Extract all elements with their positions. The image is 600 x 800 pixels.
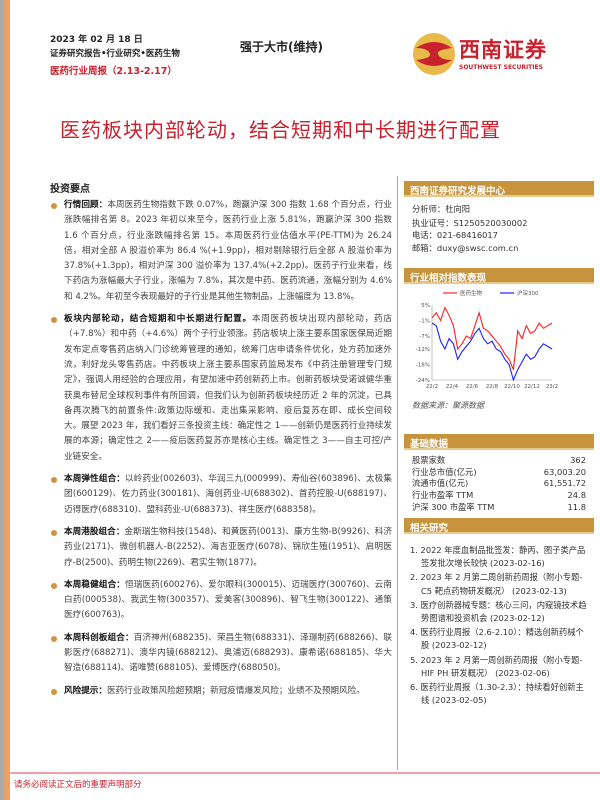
key-point-title: 本周弹性组合： <box>64 474 126 485</box>
related-research-item[interactable]: 5. 2023 年 2 月第一周创新药周报（附小专题-HIF PH 研发概况） … <box>410 654 583 678</box>
left-accent-strip <box>4 0 10 800</box>
legend-label: 医药生物 <box>460 289 483 297</box>
left-edge-strip <box>0 0 4 800</box>
basic-data-table: 股票家数 362 行业总市值(亿元) 63,003.20 流通市值(亿元) 61,551.… <box>412 455 586 514</box>
basic-data-value: 63,003.20 <box>543 466 586 477</box>
chart-header: 行业相对指数表现 <box>404 268 594 284</box>
basic-data-value: 24.8 <box>567 490 586 501</box>
basic-data-row: 行业总市值(亿元) 63,003.20 <box>412 467 586 479</box>
y-tick-label: -12% <box>416 347 430 353</box>
basic-data-value: 61,551.72 <box>543 478 586 489</box>
analyst-name: 分析师：杜向阳 <box>412 204 471 214</box>
x-tick-label: 22/12 <box>524 384 540 390</box>
y-tick-label: -7% <box>419 334 430 340</box>
logo-text-cn: 西南证券 <box>459 37 547 62</box>
key-point: 本周港股组合：金斯瑞生物科技(1548)、和黄医药(0013)、康方生物-B(9… <box>48 525 392 571</box>
key-point: 板块内部轮动，结合短期和中长期进行配置。本周医药板块出现内部轮动，药店（+7.8… <box>48 312 392 465</box>
basic-data-row: 流通市值(亿元) 61,551.72 <box>412 478 586 490</box>
basic-data-row: 股票家数 362 <box>412 455 586 467</box>
related-research-item[interactable]: 2. 2023 年 2 月第二周创新药周报（附小专题-C5 靶点药物研发概况） … <box>410 572 583 596</box>
basic-data-row: 行业市盈率 TTM 24.8 <box>412 490 586 502</box>
key-points: 行情回顾：本周医药生物指数下跌 0.07%，跑赢沪深 300 指数 1.68 个… <box>48 198 392 706</box>
key-point-text: 本周医药板块出现内部轮动，药店（+7.8%）和中药（+4.6%）两个子行业领涨。… <box>64 314 392 462</box>
x-tick-label: 22/8 <box>486 384 499 390</box>
footer-disclaimer: 请务必阅读正文后的重要声明部分 <box>14 780 142 790</box>
key-point-text: 金斯瑞生物科技(1548)、和黄医药(0013)、康方生物-B(9926)、科济… <box>64 526 392 568</box>
report-date: 2023 年 02 月 18 日 <box>50 35 143 45</box>
series-line <box>431 322 553 382</box>
phone: 电话：021-68416017 <box>412 230 498 240</box>
x-tick-label: 23/2 <box>546 384 558 390</box>
y-tick-label: -24% <box>416 378 430 384</box>
key-point: 本周弹性组合：以岭药业(002603)、华润三九(000999)、寿仙谷(603… <box>48 472 392 518</box>
basic-data-key: 股票家数 <box>412 455 446 465</box>
basic-data-key: 行业市盈率 TTM <box>412 490 474 501</box>
basic-data-key: 流通市值(亿元) <box>412 478 469 489</box>
related-research-header: 相关研究 <box>404 518 594 534</box>
report-category: 证券研究报告•行业研究•医药生物 <box>50 49 180 59</box>
series-line <box>431 306 553 370</box>
key-point-text: 恒瑞医药(600276)、爱尔眼科(300015)、迈瑞医疗(300760)、云… <box>64 579 392 621</box>
license-number: 执业证号：S1250520030002 <box>412 217 528 228</box>
x-tick-label: 22/2 <box>426 384 438 390</box>
related-research-item[interactable]: 1. 2022 年度血制品批签发：静丙、图子类产品签发批次增长较快 (2023-… <box>410 545 586 569</box>
key-point-title: 板块内部轮动，结合短期和中长期进行配置。 <box>64 314 252 325</box>
report-name: 医药行业周报（2.13-2.17） <box>50 66 177 77</box>
key-point-text: 百济神州(688235)、荣昌生物(688331)、泽璟制药(688266)、联… <box>64 632 392 674</box>
basic-data-key: 行业总市值(亿元) <box>412 466 477 477</box>
related-research-item[interactable]: 4. 医药行业周报（2.6-2.10）：精选创新药械个股 (2023-02-12… <box>410 627 584 651</box>
column-divider <box>397 176 398 770</box>
related-research-item[interactable]: 6. 医药行业周报（1.30-2.3）：持续看好创新主线 (2023-02-05… <box>410 682 584 706</box>
company-logo: 西南证券 SOUTHWEST SECURITIES <box>412 28 562 78</box>
key-point: 本周稳健组合：恒瑞医药(600276)、爱尔眼科(300015)、迈瑞医疗(30… <box>48 578 392 624</box>
related-research-list: 1. 2022 年度血制品批签发：静丙、图子类产品签发批次增长较快 (2023-… <box>410 544 590 708</box>
section-title: 投资要点 <box>50 184 90 195</box>
x-tick-label: 22/4 <box>446 384 459 390</box>
relative-index-chart: 5% -1% -7% -12% -18% -24%22/2 22/4 22/6 22/8 22/1… <box>416 289 558 390</box>
footer-divider <box>10 772 600 774</box>
key-point: 风险提示：医药行业政策风险超预期；新冠疫情爆发风险；业绩不及预期风险。 <box>48 684 392 699</box>
chart-source: 数据来源：聚源数据 <box>412 401 484 410</box>
basic-data-row: 沪深 300 市盈率 TTM 11.8 <box>412 502 586 514</box>
basic-data-header: 基础数据 <box>404 434 594 450</box>
basic-data-value: 362 <box>570 455 586 465</box>
key-point-title: 本周港股组合： <box>64 526 125 537</box>
y-tick-label: 5% <box>421 303 430 309</box>
key-point-text: 本周医药生物指数下跌 0.07%，跑赢沪深 300 指数 1.68 个百分点，行… <box>64 200 392 302</box>
research-center-header: 西南证券研究发展中心 <box>404 181 594 197</box>
x-tick-label: 22/10 <box>504 384 520 390</box>
related-research-item[interactable]: 3. 医疗创新器械专题：核心三问，内窥镜技术趋势图谱和投资机会 (2023-02… <box>410 599 587 624</box>
legend-label: 沪深300 <box>517 289 539 297</box>
logo-emblem-icon <box>413 33 455 75</box>
key-point-title: 本周科创板组合： <box>64 632 134 643</box>
key-point-text: 医药行业政策风险超预期；新冠疫情爆发风险；业绩不及预期风险。 <box>106 685 365 696</box>
email[interactable]: 邮箱：duxy@swsc.com.cn <box>412 242 519 253</box>
analyst-info: 分析师：杜向阳 执业证号：S1250520030002 电话：021-68416… <box>412 203 527 254</box>
basic-data-value: 11.8 <box>567 501 586 512</box>
x-tick-label: 22/6 <box>466 384 479 390</box>
basic-data-key: 沪深 300 市盈率 TTM <box>412 501 495 512</box>
key-point-title: 风险提示： <box>64 685 107 696</box>
y-tick-label: -18% <box>416 362 430 368</box>
logo-text-en: SOUTHWEST SECURITIES <box>459 64 543 71</box>
rating: 强于大市(维持) <box>240 40 323 54</box>
y-tick-label: -1% <box>419 319 430 325</box>
key-point-text: 以岭药业(002603)、华润三九(000999)、寿仙谷(603896)、太极… <box>64 474 392 515</box>
key-point: 行情回顾：本周医药生物指数下跌 0.07%，跑赢沪深 300 指数 1.68 个… <box>48 198 392 305</box>
headline: 医药板块内部轮动，结合短期和中长期进行配置 <box>60 118 501 142</box>
key-point: 本周科创板组合：百济神州(688235)、荣昌生物(688331)、泽璟制药(6… <box>48 631 392 677</box>
key-point-title: 行情回顾： <box>64 200 108 210</box>
key-point-title: 本周稳健组合： <box>64 579 126 590</box>
